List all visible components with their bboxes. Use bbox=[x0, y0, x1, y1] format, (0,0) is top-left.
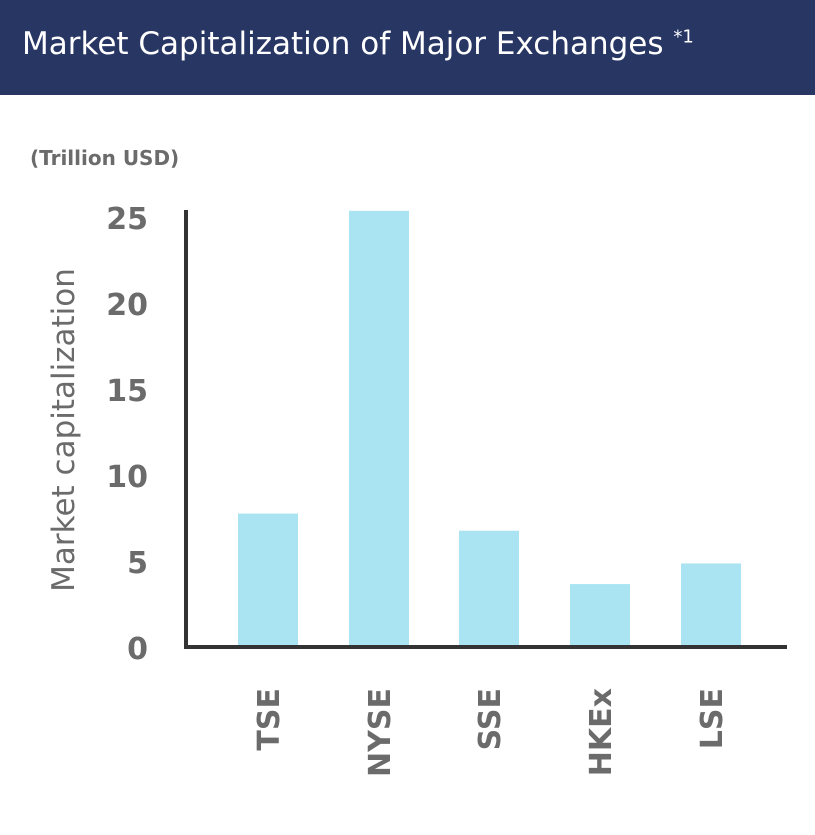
x-tick-label: TSE bbox=[252, 688, 287, 751]
bar-tse bbox=[238, 513, 298, 646]
x-tick-label: SSE bbox=[473, 688, 508, 750]
bar-hkex bbox=[570, 584, 630, 646]
bar-sse bbox=[459, 530, 519, 646]
y-tick-label: 5 bbox=[127, 546, 148, 581]
unit-label: (Trillion USD) bbox=[30, 146, 179, 170]
bar-nyse bbox=[349, 210, 409, 646]
bar-lse bbox=[681, 563, 741, 646]
y-tick-label: 20 bbox=[106, 288, 148, 323]
x-tick-label: LSE bbox=[695, 688, 730, 749]
y-tick-label: 0 bbox=[127, 632, 148, 667]
chart-title: Market Capitalization of Major Exchanges… bbox=[22, 26, 694, 62]
x-tick-label: HKEx bbox=[584, 688, 619, 776]
chart-title-text: Market Capitalization of Major Exchanges bbox=[22, 26, 664, 62]
y-tick-label: 25 bbox=[106, 202, 148, 237]
y-tick-label: 10 bbox=[106, 460, 148, 495]
title-banner: Market Capitalization of Major Exchanges… bbox=[0, 0, 815, 95]
footnote-mark: *1 bbox=[673, 26, 694, 48]
x-tick-label: NYSE bbox=[363, 688, 398, 777]
y-axis-title: Market capitalization bbox=[46, 268, 82, 592]
y-tick-label: 15 bbox=[106, 374, 148, 409]
